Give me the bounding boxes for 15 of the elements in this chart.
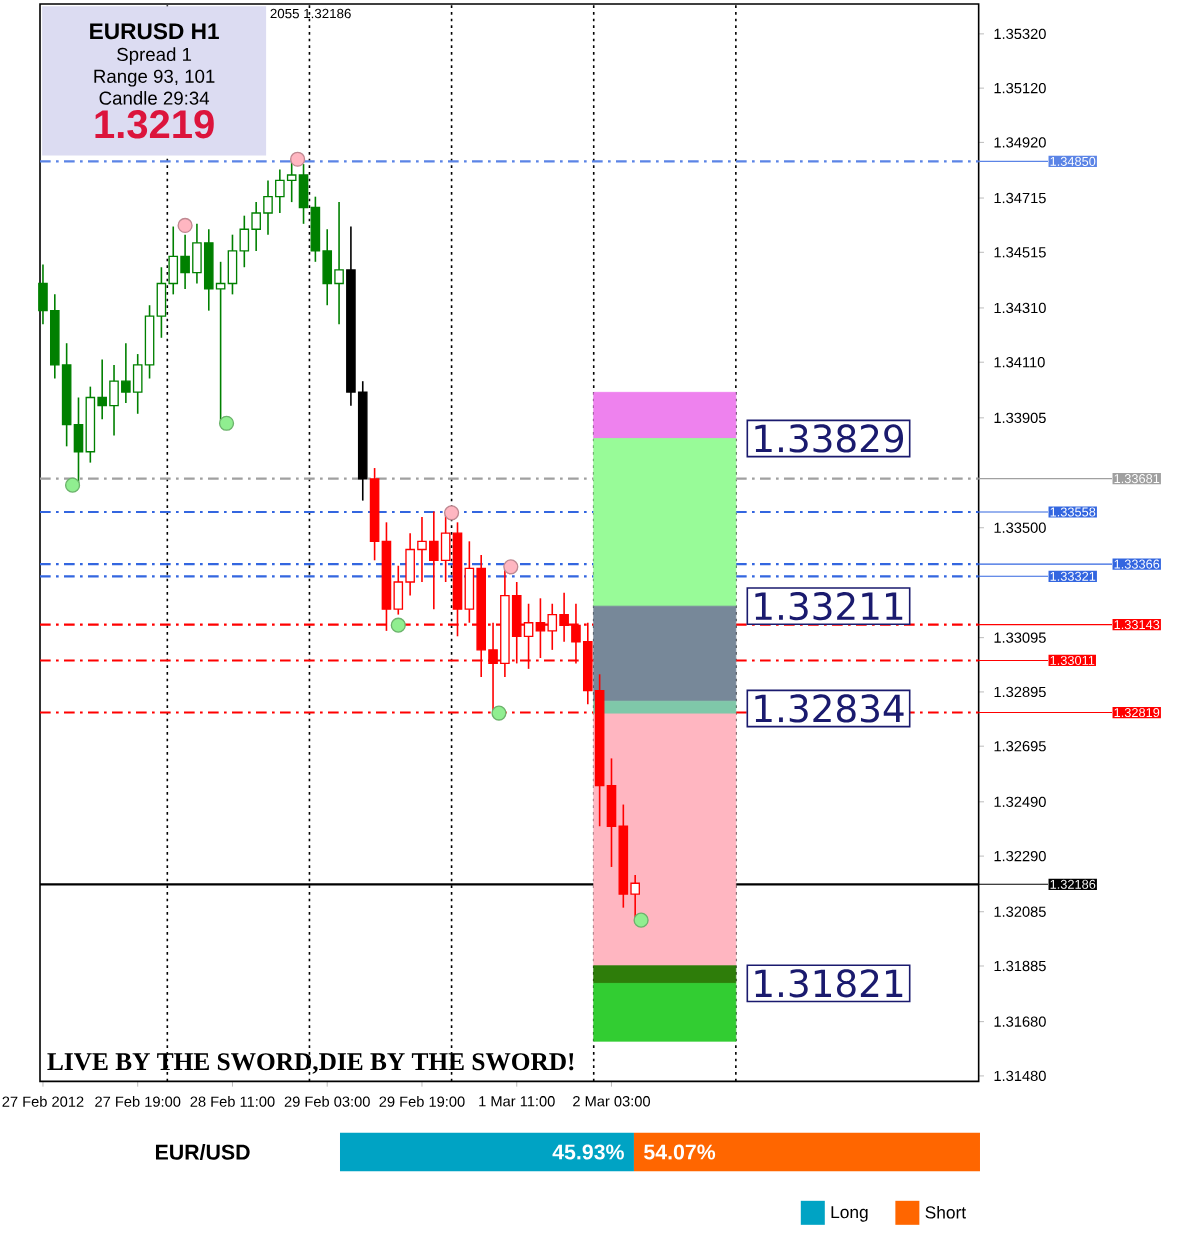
annotation: 1.32834 <box>755 694 904 723</box>
annotation: 1.31821 <box>755 969 903 998</box>
annotation: EURUSD H1 <box>90 23 219 40</box>
annotation: LIVE BY THE SWORD,DIE BY THE SWORD! <box>47 1053 574 1074</box>
annotation: 1.33829 <box>755 424 904 453</box>
annotation: Spread 1 <box>117 47 192 65</box>
y-tick-label: EUR/USD <box>155 1144 250 1160</box>
annotation: Range 93, 101 <box>94 69 215 87</box>
data-label: 54.07% <box>644 1144 716 1160</box>
legend-label: Long <box>831 1206 868 1222</box>
annotation: 1.33211 <box>755 592 903 621</box>
annotation: Candle 29:34 <box>99 91 210 105</box>
legend-label: Short <box>925 1205 966 1219</box>
data-label: 45.93% <box>552 1144 624 1160</box>
annotation: 1.3219 <box>95 110 214 139</box>
